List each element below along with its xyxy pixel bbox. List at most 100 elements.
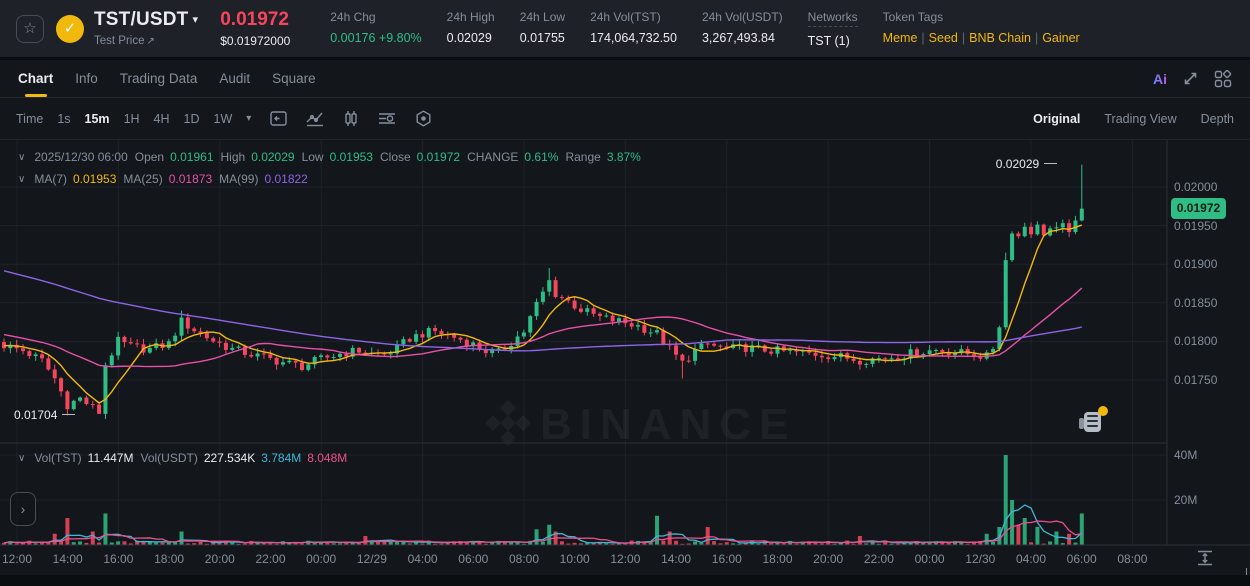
chart-area[interactable]: BINANCE ∨ 2025/12/30 06:00 Open 0.01961 High… [0, 140, 1250, 586]
header-stat: Token Tags Meme | Seed | BNB Chain | Gainer [883, 10, 1080, 45]
collapse-caret-icon[interactable]: ∨ [18, 151, 26, 163]
legend-value: 0.01961 [170, 150, 214, 164]
legend-value: 0.01873 [168, 172, 213, 186]
time-tick-label: 06:00 [458, 552, 489, 566]
toolbar-icons [269, 109, 433, 128]
bottom-strip [0, 575, 1250, 586]
tabs: Chart Info Trading Data Audit Square [18, 60, 316, 97]
favorite-button[interactable]: ☆ [16, 14, 44, 43]
legend-label: MA(25) [123, 172, 163, 186]
auto-scale-icon[interactable] [1194, 548, 1216, 571]
order-panel-expander[interactable]: › [10, 492, 36, 526]
stat-label: 24h Vol(USDT) [701, 9, 783, 24]
stat-value: 174,064,732.50 [590, 30, 677, 45]
chart-settings-icon[interactable] [414, 109, 433, 128]
last-price-badge: 0.01972 [1171, 198, 1226, 220]
interval-1s[interactable]: 1s [57, 111, 71, 126]
price-tick-label: 0.01850 [1174, 295, 1218, 310]
layout-grid-icon[interactable] [1214, 69, 1232, 88]
header-stat: 24h Chg 0.00176 +9.80% [330, 10, 421, 45]
time-tick-label: 12/30 [965, 552, 996, 566]
interval-4h[interactable]: 4H [153, 111, 170, 126]
volume-bars [2, 455, 1084, 545]
legend-value: 0.01953 [329, 150, 373, 164]
time-tick-label: 04:00 [407, 552, 438, 566]
time-tick-label: 12/29 [356, 552, 387, 566]
collapse-caret-icon[interactable]: ∨ [18, 173, 26, 185]
token-tag-link[interactable]: BNB Chain [969, 30, 1031, 45]
time-tick-label: 22:00 [255, 552, 286, 566]
indicators-icon[interactable] [377, 109, 397, 128]
price-tick-label: 0.01900 [1174, 257, 1218, 272]
token-tag-link[interactable]: Meme [882, 30, 918, 45]
favorite-icon: ☆ [23, 19, 37, 37]
stat-label: 24h Low [519, 9, 566, 24]
view-trading-view[interactable]: Trading View [1104, 111, 1177, 126]
candlestick-chart[interactable]: BINANCE [0, 140, 1250, 586]
external-link-icon: ↗ [146, 35, 155, 47]
time-tick-label: 04:00 [1015, 552, 1047, 566]
news-marker-button[interactable] [1078, 406, 1108, 434]
token-tag-link[interactable]: Seed [928, 30, 958, 45]
tab-bar: Chart Info Trading Data Audit Square Ai [0, 60, 1250, 98]
price-tick-label: 0.02000 [1174, 180, 1218, 194]
high-annotation: 0.02029 [996, 157, 1058, 171]
header-stat: 24h Low 0.01755 [520, 10, 565, 45]
legend-label: Range [565, 150, 601, 164]
tab-trading-data[interactable]: Trading Data [120, 60, 198, 97]
expand-chevron-icon: › [20, 501, 26, 517]
stat-value: Meme | Seed | BNB Chain | Gainer [883, 31, 1080, 45]
token-tag-link[interactable]: Gainer [1042, 30, 1080, 45]
header-stat: 24h Vol(TST) 174,064,732.50 [590, 10, 677, 45]
time-tick-label: 12:00 [610, 552, 641, 566]
legend-value: 227.534K [203, 451, 256, 465]
interval-1h[interactable]: 1H [123, 111, 140, 126]
view-original[interactable]: Original [1033, 111, 1081, 126]
time-tick-label: 10:00 [559, 552, 590, 566]
time-tick-label: 08:00 [508, 552, 540, 566]
news-icon [1084, 412, 1101, 432]
header-stats: 24h Chg 0.00176 +9.80% 24h High 0.02029 24h … [330, 10, 1080, 48]
candlestick-style-icon[interactable] [342, 109, 360, 128]
volume-tick-label: 20M [1174, 493, 1198, 507]
view-depth[interactable]: Depth [1200, 111, 1234, 126]
last-price-usd: $0.01972000 [220, 34, 291, 48]
tab-info[interactable]: Info [75, 60, 98, 97]
interval-15m[interactable]: 15m [84, 111, 110, 126]
tab-chart[interactable]: Chart [18, 60, 53, 97]
price-tick-label: 0.01950 [1174, 218, 1218, 233]
header-stat: 24h High 0.02029 [447, 10, 495, 45]
stat-label: Token Tags [882, 9, 944, 24]
stat-value: 0.02029 [446, 30, 492, 45]
binance-watermark: BINANCE [485, 400, 788, 449]
interval-more-caret-icon[interactable]: ▾ [246, 113, 252, 124]
time-tick-label: 14:00 [661, 552, 692, 566]
tab-square[interactable]: Square [272, 60, 316, 97]
line-chart-style-icon[interactable] [305, 109, 325, 128]
legend-label: Vol(TST) [34, 451, 82, 465]
legend-label: MA(99) [219, 172, 259, 186]
time-tick-label: 16:00 [711, 552, 742, 566]
pair-selector[interactable]: TST/USDT ▾ [94, 9, 198, 31]
time-tick-label: 00:00 [914, 552, 945, 566]
ohlc-legend: ∨ 2025/12/30 06:00 Open 0.01961 High 0.02029 L… [18, 150, 641, 164]
time-tick-label: 06:00 [1066, 552, 1097, 566]
interval-1w[interactable]: 1W [213, 111, 233, 126]
legend-label: Open [134, 150, 165, 164]
tab-audit[interactable]: Audit [219, 60, 250, 97]
stat-label: 24h Chg [330, 9, 376, 24]
goto-date-icon[interactable] [269, 109, 288, 128]
ai-assistant-button[interactable]: Ai [1153, 70, 1167, 87]
legend-value: 0.61% [524, 150, 559, 164]
stat-value: 0.01755 [519, 30, 565, 45]
legend-value: 0.01972 [416, 150, 461, 164]
legend-label: Low [301, 150, 324, 164]
test-price-link[interactable]: Test Price ↗ [94, 34, 155, 47]
legend-date: 2025/12/30 06:00 [34, 150, 128, 164]
fullscreen-expand-icon[interactable] [1182, 70, 1199, 87]
interval-1d[interactable]: 1D [183, 111, 200, 126]
legend-label: CHANGE [467, 150, 519, 164]
collapse-caret-icon[interactable]: ∨ [18, 452, 26, 464]
stat-value: TST (1) [807, 33, 850, 48]
legend-value: 8.048M [307, 451, 348, 465]
